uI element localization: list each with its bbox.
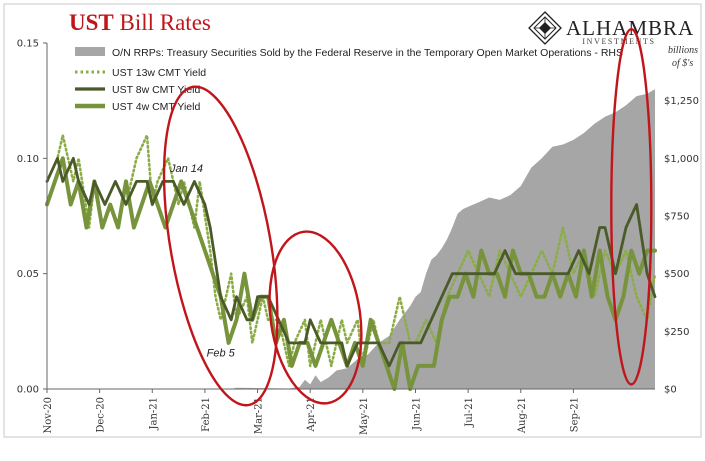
y-left-tick-label: 0.10 [17, 154, 39, 165]
chart-title: UST Bill Rates [69, 10, 211, 35]
legend-label-8w: UST 8w CMT Yield [112, 84, 200, 96]
legend-label-13w: UST 13w CMT Yield [112, 67, 206, 79]
chart-border [3, 3, 702, 438]
series-rrp-area [47, 89, 655, 389]
logo-name: ALHAMBRA [566, 16, 694, 40]
highlight-ellipse [162, 85, 279, 407]
chart-title-rest: Bill Rates [114, 10, 211, 35]
y-left-tick-label: 0.05 [17, 269, 39, 280]
x-tick-label: Mar-21 [254, 397, 265, 434]
x-tick-label: Jan-21 [148, 397, 159, 431]
axes: 0.00 0.05 0.10 0.15 $0 $250 $500 $750 $1,000 $1,2… [17, 39, 699, 435]
legend: O/N RRPs: Treasury Securities Sold by th… [75, 47, 623, 113]
logo: ALHAMBRA INVESTMENTS [528, 11, 694, 46]
y-right-tick-label: $500 [664, 269, 689, 280]
rrp-area-layer [47, 89, 655, 389]
highlight-ellipse [610, 27, 653, 386]
y-right-tick-label: $750 [664, 212, 689, 223]
yield-lines-layer [45, 134, 657, 391]
x-tick-label: Jun-21 [411, 397, 422, 431]
logo-sub: INVESTMENTS [582, 37, 655, 46]
y-right-tick-label: $0 [664, 385, 677, 396]
x-tick-label: Apr-21 [306, 397, 317, 433]
x-tick-label: Jul-21 [464, 397, 475, 428]
y-left-tick-label: 0.00 [17, 385, 39, 396]
annotation-label: Jan 14 [169, 163, 203, 175]
y-right-tick-label: $250 [664, 327, 689, 338]
x-tick-label: Sep-21 [569, 397, 580, 432]
legend-label-4w: UST 4w CMT Yield [112, 101, 200, 113]
series-8w-line [45, 156, 657, 368]
chart-title-accent: UST [69, 10, 114, 35]
y-right-tick-label: $1,000 [664, 154, 699, 165]
right-axis-label-line2: of $'s [672, 58, 693, 69]
x-tick-label: Aug-21 [517, 397, 528, 434]
x-tick-label: Nov-20 [43, 397, 54, 434]
x-tick-label: Feb-21 [201, 397, 212, 432]
x-tick-label: May-21 [359, 397, 370, 435]
y-right-tick-label: $1,250 [664, 96, 699, 107]
right-axis-label-line1: billions [668, 45, 698, 56]
logo-diamond-icon [528, 11, 562, 45]
y-left-tick-label: 0.15 [17, 39, 39, 50]
annotations: Jan 14 Feb 5 [162, 27, 653, 407]
legend-label-rrp: O/N RRPs: Treasury Securities Sold by th… [112, 47, 623, 59]
x-tick-label: Dec-20 [96, 397, 107, 433]
annotation-label: Feb 5 [207, 348, 236, 360]
legend-swatch-rrp [75, 47, 105, 56]
highlight-ellipse [268, 230, 363, 405]
